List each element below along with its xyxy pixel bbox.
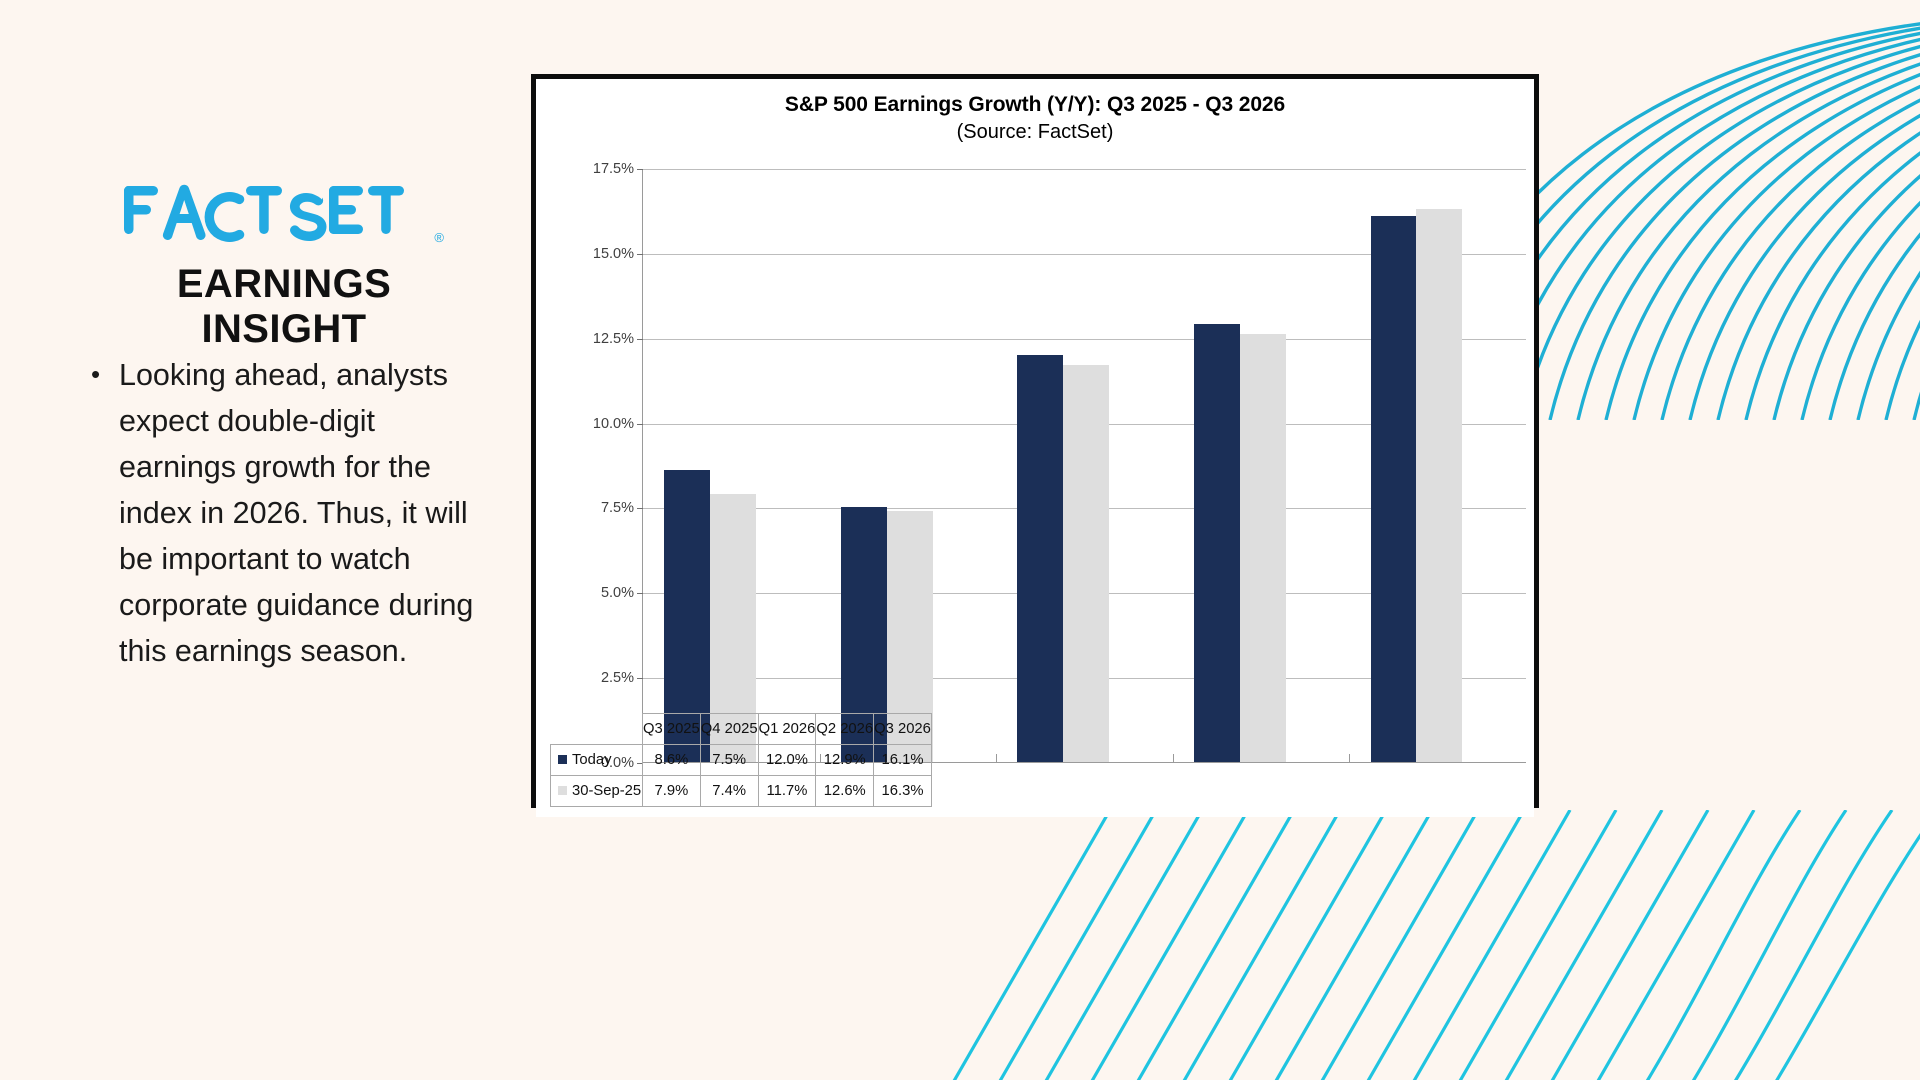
category-separator	[996, 754, 998, 762]
left-content-panel: ® EARNINGS INSIGHT Looking ahead, analys…	[0, 0, 520, 1080]
factset-logo: ®	[122, 178, 444, 252]
y-axis-tickmark	[637, 423, 643, 425]
bar-group	[996, 169, 1173, 762]
data-cell: 7.4%	[699, 775, 759, 807]
chart-subtitle: (Source: FactSet)	[956, 121, 1114, 143]
y-axis-tickmark	[637, 678, 643, 680]
bar-today	[1193, 324, 1240, 762]
bars-layer	[643, 169, 1526, 762]
registered-trademark-icon: ®	[434, 230, 444, 245]
bar-today	[1370, 215, 1417, 762]
category-separator	[1172, 754, 1174, 762]
gridline	[643, 253, 1526, 255]
bullet-list: Looking ahead, analysts expect double-di…	[85, 351, 485, 674]
data-cell: 11.7%	[757, 775, 817, 807]
y-axis-tickmark	[637, 508, 643, 510]
bar-group	[820, 169, 997, 762]
bar-group	[1173, 169, 1350, 762]
data-cell: 12.0%	[757, 744, 817, 776]
y-axis-tickmark	[637, 338, 643, 340]
column-header: Q3 2025	[642, 713, 701, 745]
bar-prior	[1239, 334, 1286, 762]
y-axis-tickmark	[637, 593, 643, 595]
bar-group	[643, 169, 820, 762]
decorative-swoosh-bottom-right	[952, 810, 1920, 1080]
column-header: Q4 2025	[699, 713, 759, 745]
bar-group	[1349, 169, 1526, 762]
y-axis-tick-label: 12.5%	[592, 330, 634, 347]
factset-logo-mark	[124, 184, 404, 242]
bar-prior	[1063, 364, 1110, 762]
data-cell: 12.9%	[815, 744, 875, 776]
y-axis-tick-label: 5.0%	[600, 585, 634, 602]
gridline	[643, 338, 1526, 340]
column-header: Q2 2026	[815, 713, 875, 745]
y-axis-tick-label: 7.5%	[600, 500, 634, 517]
legend-entry: 30-Sep-25	[550, 775, 643, 807]
data-cell: 16.3%	[873, 775, 932, 807]
data-cell: 8.6%	[642, 744, 701, 776]
table-corner-cell	[551, 714, 643, 745]
y-axis-tick-label: 10.0%	[592, 415, 634, 432]
bar-today	[1017, 354, 1064, 762]
table-row: 30-Sep-25 7.9% 7.4% 11.7% 12.6% 16.3%	[550, 775, 932, 807]
category-separator	[1349, 754, 1351, 762]
plot-zone: 17.5% 15.0% 12.5% 10.0% 7.5% 5.0% 2.5% 0.0%	[536, 161, 1534, 817]
y-axis-tick-label: 15.0%	[592, 245, 634, 262]
table-row: Today 8.6% 7.5% 12.0% 12.9% 16.1%	[550, 744, 932, 776]
y-axis-tick-label: 17.5%	[592, 161, 634, 177]
gridline	[643, 169, 1526, 170]
bar-prior	[1416, 208, 1463, 762]
legend-swatch-icon	[558, 754, 567, 764]
data-cell: 12.6%	[815, 775, 875, 807]
legend-label: 30-Sep-25	[572, 783, 642, 799]
publication-title: EARNINGS INSIGHT	[176, 262, 392, 351]
column-header: Q3 2026	[873, 713, 932, 745]
chart-inner: S&P 500 Earnings Growth (Y/Y): Q3 2025 -…	[536, 93, 1534, 817]
data-cell: 7.5%	[699, 744, 759, 776]
brand-block: ® EARNINGS INSIGHT	[100, 178, 480, 352]
chart-card: S&P 500 Earnings Growth (Y/Y): Q3 2025 -…	[531, 74, 1539, 817]
y-axis-tick-label: 2.5%	[600, 670, 634, 687]
data-table-body: Q3 2025 Q4 2025 Q1 2026 Q2 2026 Q3 2026 Today…	[550, 713, 932, 807]
chart-data-table: Q3 2025 Q4 2025 Q1 2026 Q2 2026 Q3 2026 Today…	[550, 713, 932, 807]
y-axis-tickmark	[637, 253, 643, 255]
plot-area	[637, 169, 1526, 764]
y-axis-tickmark	[637, 169, 643, 170]
legend-swatch-icon	[558, 785, 567, 795]
list-item: Looking ahead, analysts expect double-di…	[85, 351, 485, 674]
chart-title: S&P 500 Earnings Growth (Y/Y): Q3 2025 -…	[784, 93, 1286, 116]
column-header: Q1 2026	[757, 713, 817, 745]
legend-label: Today	[572, 752, 612, 768]
data-cell: 16.1%	[873, 744, 932, 776]
data-cell: 7.9%	[642, 775, 701, 807]
table-header-row: Q3 2025 Q4 2025 Q1 2026 Q2 2026 Q3 2026	[551, 713, 932, 745]
legend-entry: Today	[550, 744, 643, 776]
